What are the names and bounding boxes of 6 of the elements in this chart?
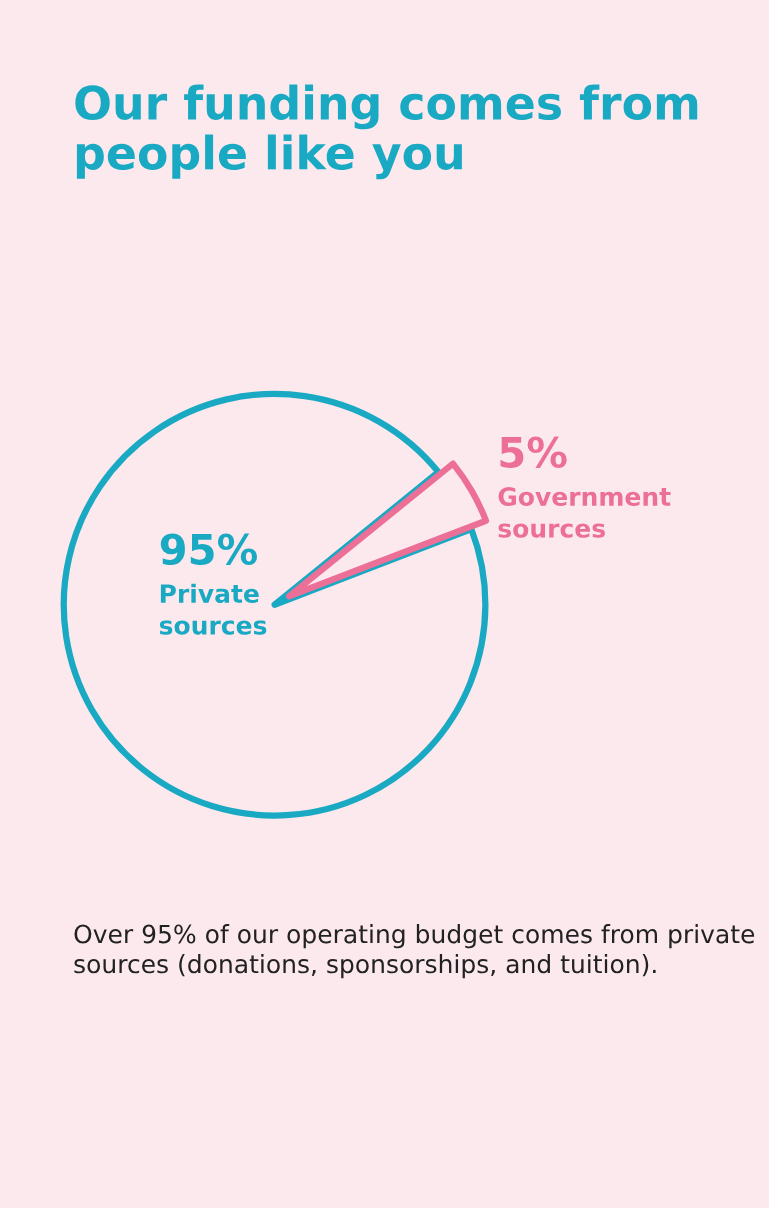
slice-label: Private sources xyxy=(159,583,267,635)
text: Over 95% of our operating budget comes from private sources (donations, sponsorships, and tuition). xyxy=(74,924,755,979)
data-label: 5% xyxy=(500,436,567,469)
data-label: 95% xyxy=(160,533,258,566)
slice-label: Government sources xyxy=(498,487,671,538)
chart-title: Our funding comes from people like you xyxy=(75,84,698,180)
